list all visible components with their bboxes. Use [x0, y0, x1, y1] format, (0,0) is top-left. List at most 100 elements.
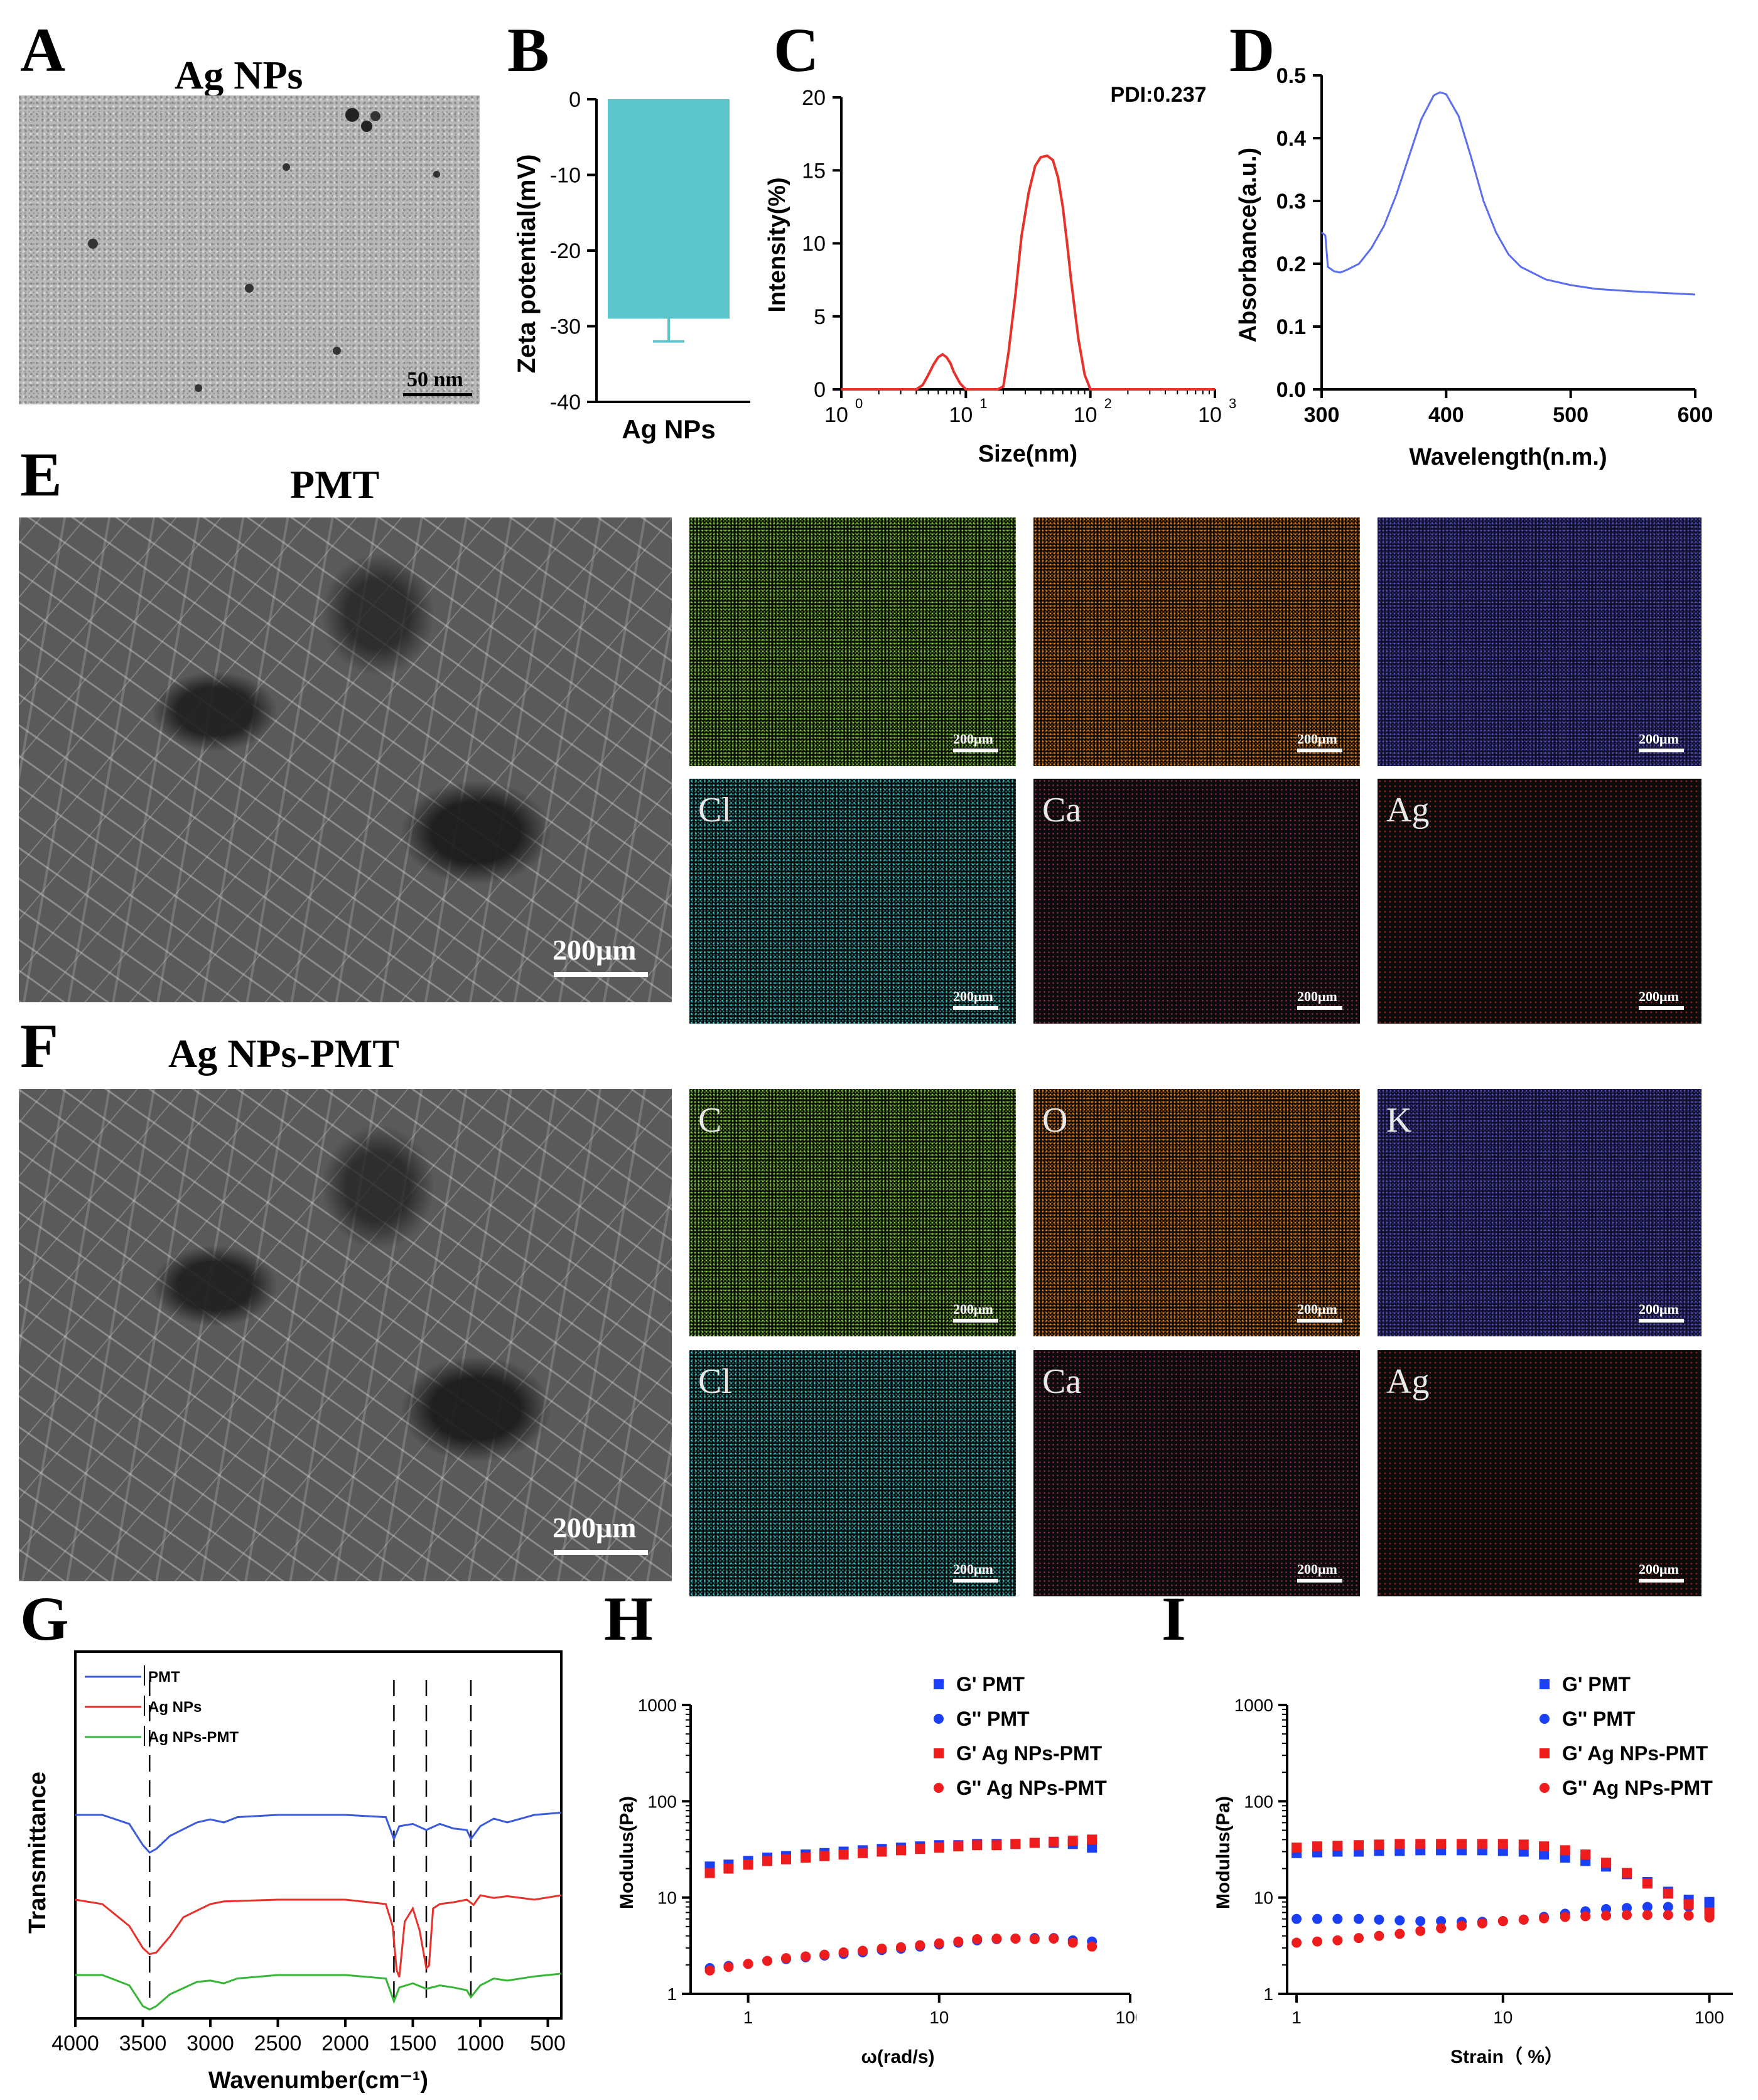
panel-letter-a: A — [20, 15, 66, 85]
chart-i-ytick-label: 10 — [1254, 1888, 1273, 1908]
chart-i-point — [1539, 1849, 1550, 1860]
chart-i-point — [1704, 1912, 1715, 1923]
panel-letter-i: I — [1162, 1584, 1186, 1653]
chart-h-xtick-label: 100 — [1116, 2008, 1136, 2027]
chart-i-legend-marker — [1540, 1783, 1550, 1793]
chart-i-point — [1683, 1910, 1694, 1921]
chart-i-point — [1457, 1920, 1467, 1931]
chart-d-ytick-label: 0.1 — [1276, 315, 1306, 339]
chart-h-point — [1029, 1934, 1040, 1944]
element-label: O — [1042, 1101, 1068, 1140]
map-scale-bar — [953, 1579, 998, 1583]
chart-h-point — [723, 1863, 734, 1874]
chart-h-point — [1087, 1941, 1097, 1952]
map-scale-bar-label: 200μm — [1297, 731, 1337, 747]
chart-i-point — [1354, 1840, 1364, 1851]
chart-i-point — [1312, 1913, 1323, 1924]
chart-h-point — [743, 1859, 753, 1870]
chart-h-point — [838, 1947, 849, 1957]
panel-letter-h: H — [604, 1584, 653, 1653]
chart-h-point — [1049, 1933, 1059, 1944]
chart-i-point — [1518, 1914, 1529, 1925]
chart-b: Zeta potential(mV) 0 -10 -20 -30 -40 Ag NPs — [513, 88, 750, 444]
chart-h-point — [915, 1940, 925, 1951]
panel-letter-g: G — [20, 1584, 69, 1653]
tem-scale-bar-label: 50 nm — [407, 368, 463, 391]
map-scale-bar-label: 200μm — [953, 988, 993, 1004]
chart-g-xtick-label: 3500 — [119, 2032, 167, 2055]
chart-i-legend-label: G'' PMT — [1562, 1708, 1636, 1730]
chart-b-bar — [608, 99, 730, 319]
map-scale-bar — [1639, 1006, 1684, 1010]
tem-scale-bar — [403, 393, 472, 396]
chart-g-legend-label: PMT — [148, 1669, 180, 1686]
chart-i-point — [1354, 1913, 1364, 1924]
chart-i-legend-marker — [1540, 1714, 1550, 1724]
chart-i-point — [1477, 1839, 1487, 1849]
chart-c-xtick-exponent: 1 — [979, 396, 987, 411]
map-scale-bar — [953, 749, 998, 752]
chart-i-point — [1292, 1913, 1302, 1924]
chart-h-point — [1029, 1838, 1040, 1848]
agnps-pmt-sem-scale-bar — [554, 1550, 648, 1555]
chart-h-legend-marker — [934, 1714, 944, 1724]
chart-h-point — [895, 1942, 906, 1952]
chart-g: Transmittance PMT Ag NPs Ag NPs-PMT 4000 35… — [24, 1650, 565, 2094]
tem-image: 50 nm — [19, 95, 480, 404]
chart-h-ytick-label: 10 — [657, 1888, 677, 1908]
chart-i-point — [1436, 1839, 1447, 1849]
chart-g-xtick-label: 4000 — [51, 2032, 99, 2055]
chart-i-point — [1642, 1902, 1653, 1912]
chart-h-point — [972, 1840, 983, 1851]
chart-c-ytick-label: 5 — [814, 305, 826, 329]
chart-h-point — [876, 1846, 887, 1857]
map-scale-bar — [953, 1006, 998, 1010]
chart-h-ylabel: Modulus(Pa) — [617, 1796, 637, 1909]
element-label: Ag — [1386, 1362, 1430, 1401]
map-scale-bar-label: 200μm — [953, 731, 993, 747]
chart-h-point — [1010, 1839, 1021, 1849]
chart-b-ylabel: Zeta potential(mV) — [513, 154, 541, 374]
chart-i-point — [1457, 1839, 1467, 1849]
chart-h-point — [1010, 1933, 1021, 1944]
map-scale-bar-label: 200μm — [1639, 1561, 1679, 1577]
map-scale-bar — [1639, 1579, 1684, 1583]
chart-g-xtick-label: 3000 — [186, 2032, 234, 2055]
chart-i-point — [1642, 1878, 1653, 1889]
chart-c-pdi-label: PDI:0.237 — [1110, 83, 1206, 107]
chart-h-xtick-label: 1 — [743, 2008, 753, 2027]
chart-i-point — [1415, 1925, 1426, 1936]
chart-i-point — [1580, 1849, 1591, 1860]
chart-i-point — [1497, 1916, 1508, 1927]
chart-c-xtick-label: 10 — [1074, 403, 1097, 427]
chart-h-point — [838, 1849, 849, 1860]
chart-i-ytick-label: 1000 — [1234, 1696, 1273, 1715]
chart-h-point — [934, 1938, 944, 1949]
chart-g-xlabel: Wavenumber(cm⁻¹) — [208, 2067, 428, 2094]
panel-letter-d: D — [1229, 15, 1275, 85]
chart-h-legend-label: G' Ag NPs-PMT — [956, 1742, 1103, 1765]
chart-h-point — [953, 1936, 964, 1947]
chart-i-point — [1394, 1839, 1405, 1849]
panel-letter-e: E — [20, 440, 62, 509]
chart-h-point — [723, 1962, 734, 1973]
chart-g-series-line — [75, 1973, 562, 2011]
agnps-pmt-map-ca: Ca 200μm — [1033, 1350, 1360, 1596]
chart-h-point — [762, 1856, 773, 1866]
chart-c-dls-curve — [841, 154, 1215, 391]
chart-i-legend-marker — [1540, 1679, 1550, 1689]
chart-d-xtick-label: 600 — [1678, 403, 1713, 427]
chart-d-ylabel: Absorbance(a.u.) — [1235, 148, 1261, 342]
chart-c-xtick-label: 10 — [1198, 403, 1222, 427]
chart-g-xtick-label: 1500 — [389, 2032, 437, 2055]
map-scale-bar-label: 200μm — [953, 1301, 993, 1317]
chart-g-series-line — [75, 1811, 562, 1854]
chart-g-legend-label: Ag NPs-PMT — [148, 1729, 239, 1746]
chart-i-point — [1312, 1841, 1323, 1852]
pmt-map-o: 200μm — [1033, 517, 1360, 766]
chart-h: Modulus(Pa) 1 10 100 1000 1 10 100 G' PMT G'' … — [617, 1673, 1136, 2067]
map-scale-bar — [1297, 1579, 1342, 1583]
chart-i-legend-marker — [1540, 1748, 1550, 1758]
chart-i-legend-label: G' Ag NPs-PMT — [1562, 1742, 1708, 1765]
agnps-pmt-map-o: O 200μm — [1033, 1089, 1360, 1336]
